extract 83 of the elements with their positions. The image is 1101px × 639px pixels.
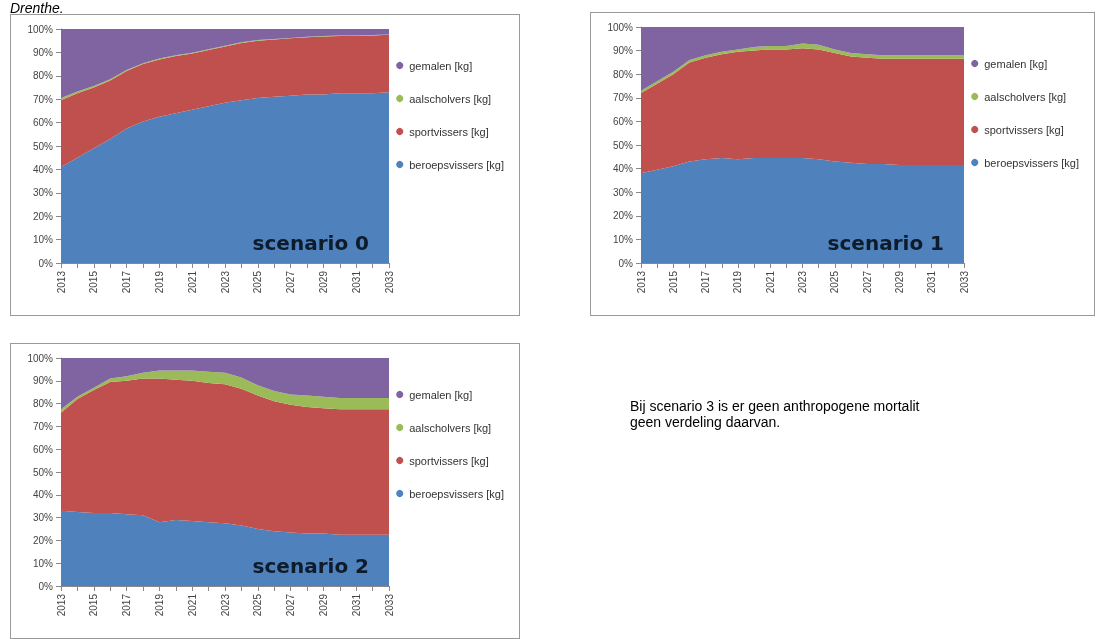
y-tick-label: 90% bbox=[32, 375, 54, 387]
legend-label: gemalen [kg] bbox=[409, 388, 473, 401]
x-tick-label: 2019 bbox=[153, 593, 165, 617]
x-tick-label: 2025 bbox=[829, 270, 841, 294]
x-tick-label: 2033 bbox=[958, 270, 970, 294]
legend-label: aalscholvers [kg] bbox=[409, 421, 492, 434]
x-tick-label: 2021 bbox=[764, 270, 776, 294]
y-tick-label: 60% bbox=[612, 115, 634, 127]
x-tick-label: 2031 bbox=[350, 270, 362, 294]
legend-label: beroepsvissers [kg] bbox=[409, 487, 504, 500]
x-tick-label: 2023 bbox=[219, 270, 231, 294]
y-tick-label: 10% bbox=[612, 233, 634, 245]
y-tick-label: 10% bbox=[32, 557, 54, 569]
y-tick-label: 20% bbox=[612, 210, 634, 222]
x-tick-label: 2019 bbox=[153, 270, 165, 294]
y-tick-label: 60% bbox=[32, 443, 54, 455]
x-tick-label: 2015 bbox=[667, 270, 679, 294]
y-tick-label: 50% bbox=[32, 466, 54, 478]
annotation: scenario 2 bbox=[252, 554, 370, 578]
y-tick-label: 80% bbox=[32, 398, 54, 410]
y-tick-label: 70% bbox=[32, 420, 54, 432]
y-tick-label: 20% bbox=[32, 210, 54, 222]
y-tick-label: 100% bbox=[27, 23, 54, 35]
y-tick-label: 80% bbox=[32, 70, 54, 82]
x-tick-label: 2027 bbox=[861, 270, 873, 294]
x-tick-label: 2017 bbox=[121, 270, 133, 294]
y-tick-label: 30% bbox=[32, 512, 54, 524]
y-tick-label: 90% bbox=[612, 45, 634, 57]
y-tick-label: 0% bbox=[618, 257, 634, 269]
x-tick-label: 2015 bbox=[88, 270, 100, 294]
x-tick-label: 2031 bbox=[350, 593, 362, 617]
x-tick-label: 2013 bbox=[635, 270, 647, 294]
x-tick-label: 2021 bbox=[186, 593, 198, 617]
legend-label: sportvissers [kg] bbox=[984, 123, 1064, 136]
x-tick-label: 2013 bbox=[55, 270, 67, 294]
y-tick-label: 10% bbox=[32, 234, 54, 246]
annotation: scenario 1 bbox=[827, 231, 945, 255]
y-tick-label: 30% bbox=[32, 187, 54, 199]
legend-label: sportvissers [kg] bbox=[409, 454, 489, 467]
x-tick-label: 2027 bbox=[285, 593, 297, 617]
y-tick-label: 40% bbox=[32, 163, 54, 175]
chart-title: Drenthe. bbox=[10, 0, 64, 16]
x-tick-label: 2019 bbox=[732, 270, 744, 294]
x-tick-label: 2029 bbox=[317, 593, 329, 617]
x-tick-label: 2025 bbox=[252, 593, 264, 617]
x-tick-label: 2023 bbox=[797, 270, 808, 294]
y-tick-label: 80% bbox=[612, 68, 634, 80]
y-tick-label: 100% bbox=[27, 352, 54, 364]
x-tick-label: 2021 bbox=[186, 270, 198, 294]
legend-label: beroepsvissers [kg] bbox=[409, 158, 504, 171]
text: geen verdeling daarvan. bbox=[630, 414, 782, 430]
y-tick-label: 70% bbox=[612, 92, 634, 104]
legend-label: sportvissers [kg] bbox=[409, 125, 489, 138]
y-tick-label: 0% bbox=[38, 580, 54, 592]
text: Bij scenario 3 is er geen anthropogene mortalit bbox=[630, 398, 920, 414]
legend-label: beroepsvissers [kg] bbox=[984, 156, 1079, 169]
x-tick-label: 2017 bbox=[700, 270, 712, 294]
y-tick-label: 40% bbox=[32, 489, 54, 501]
legend-label: gemalen [kg] bbox=[409, 59, 473, 72]
x-tick-label: 2025 bbox=[252, 270, 264, 294]
y-tick-label: 90% bbox=[32, 46, 54, 58]
y-tick-label: 100% bbox=[607, 21, 634, 33]
legend-label: aalscholvers [kg] bbox=[984, 90, 1067, 103]
y-tick-label: 60% bbox=[32, 117, 54, 129]
y-tick-label: 30% bbox=[612, 186, 634, 198]
y-tick-label: 70% bbox=[32, 93, 54, 105]
x-tick-label: 2017 bbox=[121, 593, 133, 617]
y-tick-label: 50% bbox=[612, 139, 634, 151]
x-tick-label: 2013 bbox=[55, 593, 67, 617]
legend-label: aalscholvers [kg] bbox=[409, 92, 492, 105]
x-tick-label: 2027 bbox=[285, 270, 297, 294]
x-tick-label: 2029 bbox=[317, 270, 329, 294]
y-tick-label: 0% bbox=[38, 257, 54, 269]
legend-label: gemalen [kg] bbox=[984, 57, 1048, 70]
y-tick-label: 50% bbox=[32, 140, 54, 152]
x-tick-label: 2023 bbox=[219, 593, 231, 617]
y-tick-label: 20% bbox=[32, 534, 54, 546]
x-tick-label: 2033 bbox=[383, 593, 395, 617]
x-tick-label: 2031 bbox=[926, 270, 938, 294]
y-tick-label: 40% bbox=[612, 163, 634, 175]
x-tick-label: 2033 bbox=[383, 270, 395, 294]
x-tick-label: 2015 bbox=[88, 593, 100, 617]
x-tick-label: 2029 bbox=[893, 270, 905, 294]
